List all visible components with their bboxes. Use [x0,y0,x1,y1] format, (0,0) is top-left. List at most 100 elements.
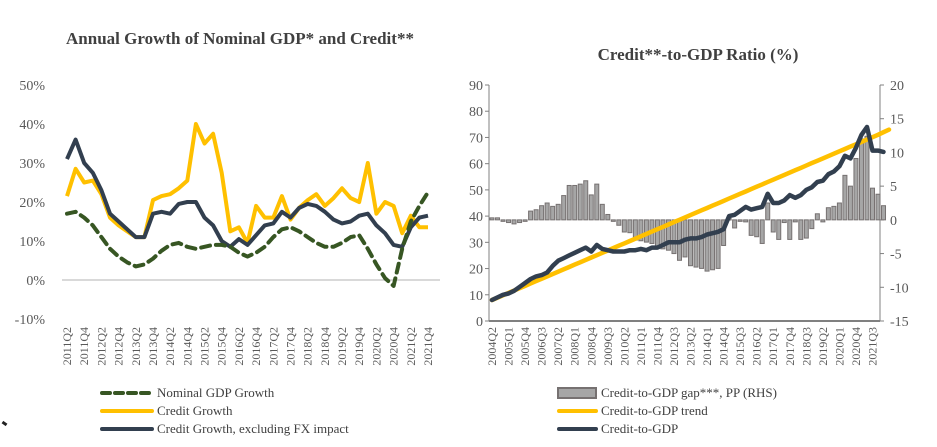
gap-bar [688,219,694,267]
x-tick-label: 2017Q4 [783,327,797,366]
y-tick-label: 80 [469,105,483,120]
gap-bar [627,219,633,234]
gap-bar [572,184,578,221]
x-tick-label: 2011Q1 [634,327,648,365]
gap-bar [754,219,760,238]
x-tick-label: 2013Q2 [684,327,698,366]
gap-bar [550,205,556,221]
gap-bar [577,183,583,221]
legend-label: Credit-to-GDP gap***, PP (RHS) [601,385,777,400]
gap-bar [743,219,749,223]
gap-bar [665,219,671,251]
x-tick-label: 2019Q2 [335,327,349,366]
gap-bar [881,205,887,221]
x-tick-label: 2015Q2 [198,327,212,366]
gap-bar [809,219,815,230]
gap-bar [522,219,528,222]
gap-bar [693,219,699,268]
gap-bar [721,219,727,246]
gap-bar [759,219,765,244]
y-tick-label: 50% [19,79,45,94]
x-tick-label: 2012Q4 [112,327,126,366]
x-tick-label: 2021Q4 [421,327,435,366]
y-tick-label: 10% [19,235,45,250]
left-legend: Nominal GDP Growth Credit Growth Credit … [100,384,349,438]
y-tick-label: 60 [469,158,483,173]
gap-bar [737,219,743,222]
x-tick-label: 2015Q3 [733,327,747,366]
yellow-line-swatch-icon [100,402,154,420]
gray-bar-swatch-icon [556,384,598,402]
left-chart-panel: Annual Growth of Nominal GDP* and Credit… [0,0,468,447]
gap-bar [792,219,798,223]
series-line-nominal-gdp-growth [65,190,430,288]
x-tick-label: 2017Q2 [266,327,280,366]
x-tick-label: 2020Q1 [832,327,846,366]
x-tick-label: 2014Q1 [700,327,714,366]
gap-bar [710,219,716,271]
x-tick-label: 2013Q4 [146,327,160,366]
x-tick-label: 2013Q2 [129,327,143,366]
gap-bar [776,219,782,240]
gap-bar [605,213,611,221]
gap-bar [500,219,506,222]
x-tick-label: 2018Q3 [799,327,813,366]
dashed-line-swatch-icon [100,384,154,402]
x-tick-label: 2009Q3 [601,327,615,366]
gap-bar [588,194,594,221]
gap-bar [825,207,831,221]
x-tick-label: 2011Q4 [650,327,664,365]
yellow-line-swatch-icon [556,402,598,420]
gap-bar [610,219,616,222]
navy-line-swatch-icon [556,420,598,438]
right-chart-plot: 908070605040302010020151050-5-10-152004Q… [469,79,909,366]
x-tick-label: 2019Q4 [352,327,366,366]
x-tick-label: 2008Q1 [568,327,582,366]
gap-bar [660,219,666,250]
gap-bar [820,219,826,223]
y-tick-label: 10 [469,289,483,304]
y2-tick-label: -5 [890,248,902,263]
gap-bar [506,219,512,224]
y-tick-label: 20% [19,196,45,211]
x-tick-label: 2017Q1 [766,327,780,366]
y-tick-label: 0% [26,274,45,289]
y-tick-label: -10% [15,313,46,328]
gap-bar [528,210,534,221]
y2-tick-label: 20 [890,79,904,94]
series-line-credit-to-gdp [489,124,886,303]
legend-label: Credit Growth [157,403,233,418]
gap-bar [621,219,627,233]
y2-tick-label: 10 [890,146,904,161]
gap-bar [770,219,776,233]
y-tick-label: 40 [469,210,483,225]
legend-item-credit-to-gdp: Credit-to-GDP [556,420,777,438]
y2-tick-label: -15 [890,315,909,330]
series-line-credit-to-gdp-trend [489,127,892,303]
legend-label: Credit-to-GDP trend [601,403,708,418]
x-tick-label: 2016Q2 [750,327,764,366]
gap-bar [781,219,787,224]
gap-bar [715,219,721,269]
x-tick-label: 2010Q2 [617,327,631,366]
legend-item-credit-trend: Credit-to-GDP trend [556,402,777,420]
gap-bar [517,219,523,224]
y2-tick-label: 15 [890,113,904,128]
x-tick-label: 2011Q2 [60,327,74,365]
x-tick-label: 2018Q4 [318,327,332,366]
gap-bar [704,219,710,272]
stray-mark [1,420,8,427]
x-tick-label: 2006Q3 [535,327,549,366]
gap-bar [533,209,539,221]
gap-bar [566,184,572,221]
gap-bar [732,219,738,229]
y2-tick-label: -10 [890,281,909,296]
gap-bar [544,202,550,221]
y-tick-label: 40% [19,118,45,133]
right-chart-title: Credit**-to-GDP Ratio (%) [597,45,799,64]
gap-bar [842,174,848,221]
y-tick-label: 50 [469,184,483,199]
gap-bar [539,205,545,221]
gap-bar [869,187,875,221]
gap-bar [495,217,501,221]
